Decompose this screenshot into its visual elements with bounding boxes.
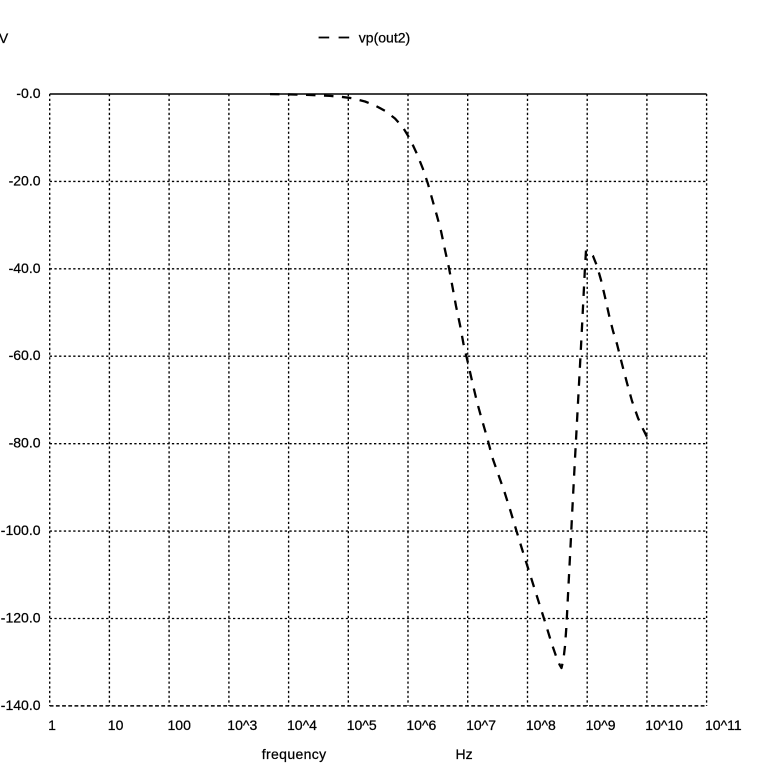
svg-text:10^7: 10^7 [466, 717, 496, 733]
svg-text:10^10: 10^10 [645, 717, 683, 733]
svg-text:-100.0: -100.0 [1, 522, 41, 538]
svg-text:1: 1 [48, 717, 56, 733]
svg-text:10^5: 10^5 [347, 717, 377, 733]
svg-text:-120.0: -120.0 [1, 610, 41, 626]
svg-text:100: 100 [168, 717, 192, 733]
svg-text:-20.0: -20.0 [9, 172, 41, 188]
svg-text:-40.0: -40.0 [9, 260, 41, 276]
svg-text:10^6: 10^6 [406, 717, 436, 733]
svg-text:frequency: frequency [262, 746, 327, 762]
svg-text:-60.0: -60.0 [9, 347, 41, 363]
svg-text:Hz: Hz [456, 746, 473, 762]
svg-text:10^3: 10^3 [227, 717, 257, 733]
svg-text:10^4: 10^4 [287, 717, 317, 733]
svg-text:10^11: 10^11 [705, 717, 742, 733]
svg-text:-80.0: -80.0 [9, 435, 41, 451]
svg-text:vp(out2): vp(out2) [359, 30, 410, 46]
svg-text:-0.0: -0.0 [16, 85, 40, 101]
svg-text:10^8: 10^8 [526, 717, 556, 733]
svg-text:V: V [0, 30, 9, 46]
svg-text:-140.0: -140.0 [1, 697, 41, 713]
svg-text:10: 10 [108, 717, 124, 733]
svg-text:10^9: 10^9 [586, 717, 616, 733]
